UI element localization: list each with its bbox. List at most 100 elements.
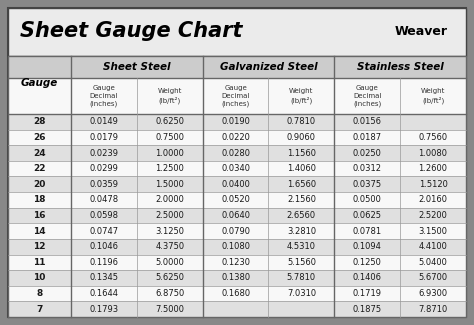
Text: 5.0400: 5.0400 xyxy=(419,258,447,267)
Text: 24: 24 xyxy=(33,149,46,158)
Text: 0.1250: 0.1250 xyxy=(353,258,382,267)
Text: 6.9300: 6.9300 xyxy=(419,289,447,298)
Text: 1.2500: 1.2500 xyxy=(155,164,184,173)
Text: 0.0359: 0.0359 xyxy=(90,180,118,189)
Text: 0.6250: 0.6250 xyxy=(155,117,184,126)
Text: 0.1719: 0.1719 xyxy=(353,289,382,298)
Text: 0.1406: 0.1406 xyxy=(353,273,382,282)
Text: Weight
(lb/ft²): Weight (lb/ft²) xyxy=(421,88,445,104)
FancyBboxPatch shape xyxy=(8,192,466,208)
Text: 0.1380: 0.1380 xyxy=(221,273,250,282)
Text: Gauge
Decimal
(inches): Gauge Decimal (inches) xyxy=(90,85,118,107)
Text: 0.0312: 0.0312 xyxy=(353,164,382,173)
Text: 0.1644: 0.1644 xyxy=(90,289,118,298)
Text: 0.0250: 0.0250 xyxy=(353,149,382,158)
Text: 5.6250: 5.6250 xyxy=(155,273,184,282)
Text: 10: 10 xyxy=(33,273,46,282)
Text: 0.0478: 0.0478 xyxy=(90,195,118,204)
Text: 0.0149: 0.0149 xyxy=(90,117,118,126)
Text: Sheet Gauge Chart: Sheet Gauge Chart xyxy=(20,21,243,41)
Text: Weaver: Weaver xyxy=(395,25,448,38)
Text: 0.1196: 0.1196 xyxy=(90,258,118,267)
FancyBboxPatch shape xyxy=(8,8,466,56)
Text: 0.0375: 0.0375 xyxy=(353,180,382,189)
Text: 1.1560: 1.1560 xyxy=(287,149,316,158)
Text: 8: 8 xyxy=(36,289,43,298)
Text: 0.1345: 0.1345 xyxy=(90,273,118,282)
Text: 7.0310: 7.0310 xyxy=(287,289,316,298)
Text: 5.0000: 5.0000 xyxy=(155,258,184,267)
Text: 0.0625: 0.0625 xyxy=(353,211,382,220)
Text: Gauge
Decimal
(inches): Gauge Decimal (inches) xyxy=(221,85,250,107)
FancyBboxPatch shape xyxy=(8,145,466,161)
Text: 14: 14 xyxy=(33,227,46,236)
Text: 0.0598: 0.0598 xyxy=(90,211,118,220)
Text: Weight
(lb/ft²): Weight (lb/ft²) xyxy=(157,88,182,104)
Text: 2.6560: 2.6560 xyxy=(287,211,316,220)
Text: 2.5200: 2.5200 xyxy=(419,211,447,220)
FancyBboxPatch shape xyxy=(8,208,466,223)
FancyBboxPatch shape xyxy=(8,176,466,192)
Text: 18: 18 xyxy=(33,195,46,204)
Text: 1.6560: 1.6560 xyxy=(287,180,316,189)
FancyBboxPatch shape xyxy=(8,223,466,239)
Text: 4.4100: 4.4100 xyxy=(419,242,447,251)
Text: 0.7560: 0.7560 xyxy=(419,133,447,142)
Text: 0.0520: 0.0520 xyxy=(221,195,250,204)
Text: 26: 26 xyxy=(33,133,46,142)
FancyBboxPatch shape xyxy=(8,161,466,176)
Text: 0.7810: 0.7810 xyxy=(287,117,316,126)
Text: 7.8710: 7.8710 xyxy=(419,305,448,314)
Text: 0.0190: 0.0190 xyxy=(221,117,250,126)
Text: Stainless Steel: Stainless Steel xyxy=(357,62,444,72)
Text: 0.0156: 0.0156 xyxy=(353,117,382,126)
Text: 7.5000: 7.5000 xyxy=(155,305,184,314)
Text: 2.0000: 2.0000 xyxy=(155,195,184,204)
Text: 0.0340: 0.0340 xyxy=(221,164,250,173)
Text: 7: 7 xyxy=(36,305,43,314)
Text: 0.0500: 0.0500 xyxy=(353,195,382,204)
Text: 1.4060: 1.4060 xyxy=(287,164,316,173)
Text: 4.3750: 4.3750 xyxy=(155,242,184,251)
Text: 0.1080: 0.1080 xyxy=(221,242,250,251)
Text: 3.1500: 3.1500 xyxy=(419,227,447,236)
Text: 2.0160: 2.0160 xyxy=(419,195,447,204)
FancyBboxPatch shape xyxy=(8,286,466,301)
FancyBboxPatch shape xyxy=(8,130,466,145)
Text: Gauge: Gauge xyxy=(21,79,58,88)
FancyBboxPatch shape xyxy=(8,56,466,78)
FancyBboxPatch shape xyxy=(8,301,466,317)
Text: 0.1046: 0.1046 xyxy=(90,242,118,251)
FancyBboxPatch shape xyxy=(8,78,466,114)
FancyBboxPatch shape xyxy=(8,239,466,254)
Text: Sheet Steel: Sheet Steel xyxy=(103,62,171,72)
Text: Weight
(lb/ft²): Weight (lb/ft²) xyxy=(289,88,314,104)
Text: 0.0299: 0.0299 xyxy=(90,164,118,173)
Text: 6.8750: 6.8750 xyxy=(155,289,184,298)
Text: 0.0747: 0.0747 xyxy=(90,227,118,236)
Text: 2.5000: 2.5000 xyxy=(155,211,184,220)
Text: 0.9060: 0.9060 xyxy=(287,133,316,142)
Text: 28: 28 xyxy=(33,117,46,126)
Text: 1.5000: 1.5000 xyxy=(155,180,184,189)
Text: 12: 12 xyxy=(33,242,46,251)
Text: 5.6700: 5.6700 xyxy=(419,273,447,282)
Text: 0.1230: 0.1230 xyxy=(221,258,250,267)
Text: 1.2600: 1.2600 xyxy=(419,164,447,173)
Text: 0.1094: 0.1094 xyxy=(353,242,382,251)
Text: 0.0187: 0.0187 xyxy=(353,133,382,142)
FancyBboxPatch shape xyxy=(8,270,466,286)
Text: 22: 22 xyxy=(33,164,46,173)
Text: 3.2810: 3.2810 xyxy=(287,227,316,236)
Text: 3.1250: 3.1250 xyxy=(155,227,184,236)
Text: 0.7500: 0.7500 xyxy=(155,133,184,142)
Text: 4.5310: 4.5310 xyxy=(287,242,316,251)
Text: 0.0400: 0.0400 xyxy=(221,180,250,189)
Text: 0.0280: 0.0280 xyxy=(221,149,250,158)
Text: 0.0640: 0.0640 xyxy=(221,211,250,220)
Text: 0.0781: 0.0781 xyxy=(353,227,382,236)
Text: 16: 16 xyxy=(33,211,46,220)
Text: 0.0239: 0.0239 xyxy=(90,149,118,158)
Text: 0.1875: 0.1875 xyxy=(353,305,382,314)
Text: 0.0790: 0.0790 xyxy=(221,227,250,236)
